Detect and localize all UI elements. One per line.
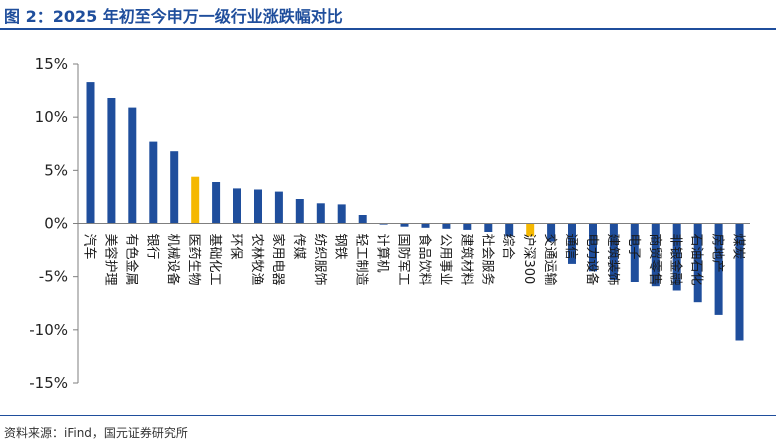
bar-19 xyxy=(463,223,472,230)
bar-16 xyxy=(400,223,409,227)
bar-27 xyxy=(630,223,639,282)
bar-11 xyxy=(295,199,304,224)
category-label: 国防军工 xyxy=(396,234,412,286)
y-tick-label: -15% xyxy=(29,374,68,392)
bar-31 xyxy=(714,223,723,315)
bar-17 xyxy=(421,223,430,228)
category-label: 交通运输 xyxy=(542,234,558,286)
bar-chart: 15% 10% 5% 0% -5% -10% -15% 汽车 美容护理 有色金属 银行 机械设备 医药… xyxy=(29,55,750,392)
category-label: 农林牧渔 xyxy=(249,234,264,286)
category-label: 美容护理 xyxy=(102,234,118,286)
category-labels: 汽车 美容护理 有色金属 银行 机械设备 医药生物 基础化工 环保 农林牧渔 家用电器 传媒 纺织服饰… xyxy=(82,234,746,286)
category-label: 轻工制造 xyxy=(354,234,369,286)
bar-8 xyxy=(233,188,241,224)
bar-6 xyxy=(191,176,200,224)
category-label: 通信 xyxy=(563,234,578,260)
category-label: 建筑材料 xyxy=(458,234,474,286)
category-label: 房地产 xyxy=(710,234,726,273)
category-label: 有色金属 xyxy=(123,234,139,286)
category-label: 钢铁 xyxy=(333,234,348,260)
bar-26 xyxy=(609,223,618,280)
bar-20 xyxy=(484,223,493,232)
category-label: 传媒 xyxy=(291,234,306,260)
bar-14 xyxy=(358,215,367,224)
bar-2 xyxy=(107,98,116,224)
bar-9 xyxy=(254,189,262,224)
category-label: 非银金融 xyxy=(668,234,684,286)
bar-7 xyxy=(212,182,221,224)
category-label: 电力设备 xyxy=(584,234,600,286)
bar-28 xyxy=(651,223,660,287)
category-label: 社会服务 xyxy=(479,234,495,286)
bar-21 xyxy=(505,223,514,237)
bar-32 xyxy=(735,223,744,341)
bar-18 xyxy=(442,223,451,229)
y-tick-label: -5% xyxy=(39,268,68,286)
bar-23 xyxy=(547,223,556,242)
category-label: 机械设备 xyxy=(165,234,181,286)
category-label: 环保 xyxy=(228,234,243,260)
category-label: 公用事业 xyxy=(437,234,452,286)
y-tick-label: -10% xyxy=(29,321,68,339)
footer-rule xyxy=(0,415,776,416)
category-label: 汽车 xyxy=(82,234,98,260)
title-rule xyxy=(0,28,776,30)
category-label: 家用电器 xyxy=(270,234,286,286)
y-tick-label: 0% xyxy=(44,215,68,233)
category-label: 煤炭 xyxy=(731,234,746,260)
source-note: 资料来源：iFind，国元证券研究所 xyxy=(4,426,188,440)
bar-15 xyxy=(379,223,388,225)
bar-25 xyxy=(589,223,597,272)
bar-13 xyxy=(337,204,346,224)
category-label: 沪深300 xyxy=(521,234,537,285)
y-tick-label: 10% xyxy=(35,108,68,126)
chart-title: 图 2：2025 年初至今申万一级行业涨跌幅对比 xyxy=(4,7,343,26)
bar-10 xyxy=(274,191,283,224)
category-label: 综合 xyxy=(500,234,515,260)
y-tick-label: 5% xyxy=(44,161,68,179)
category-label: 石油石化 xyxy=(689,234,704,286)
category-label: 纺织服饰 xyxy=(312,234,327,286)
category-label: 商贸零售 xyxy=(647,234,663,286)
bar-29 xyxy=(672,223,681,291)
category-label: 电子 xyxy=(626,234,641,260)
category-label: 计算机 xyxy=(375,234,390,273)
bar-12 xyxy=(316,203,325,224)
bar-30 xyxy=(693,223,702,303)
y-axis: 15% 10% 5% 0% -5% -10% -15% xyxy=(29,55,79,392)
category-label: 建筑装饰 xyxy=(605,234,621,286)
category-label: 基础化工 xyxy=(207,234,222,286)
category-label: 食品饮料 xyxy=(417,234,433,286)
bar-1 xyxy=(86,82,95,224)
bar-22 xyxy=(526,223,535,237)
bar-24 xyxy=(568,223,576,264)
category-label: 医药生物 xyxy=(186,234,201,286)
bar-3 xyxy=(128,107,137,224)
bar-4 xyxy=(149,141,158,224)
category-label: 银行 xyxy=(144,234,159,260)
y-tick-label: 15% xyxy=(35,55,68,73)
bars xyxy=(86,82,744,341)
bar-5 xyxy=(170,151,179,224)
